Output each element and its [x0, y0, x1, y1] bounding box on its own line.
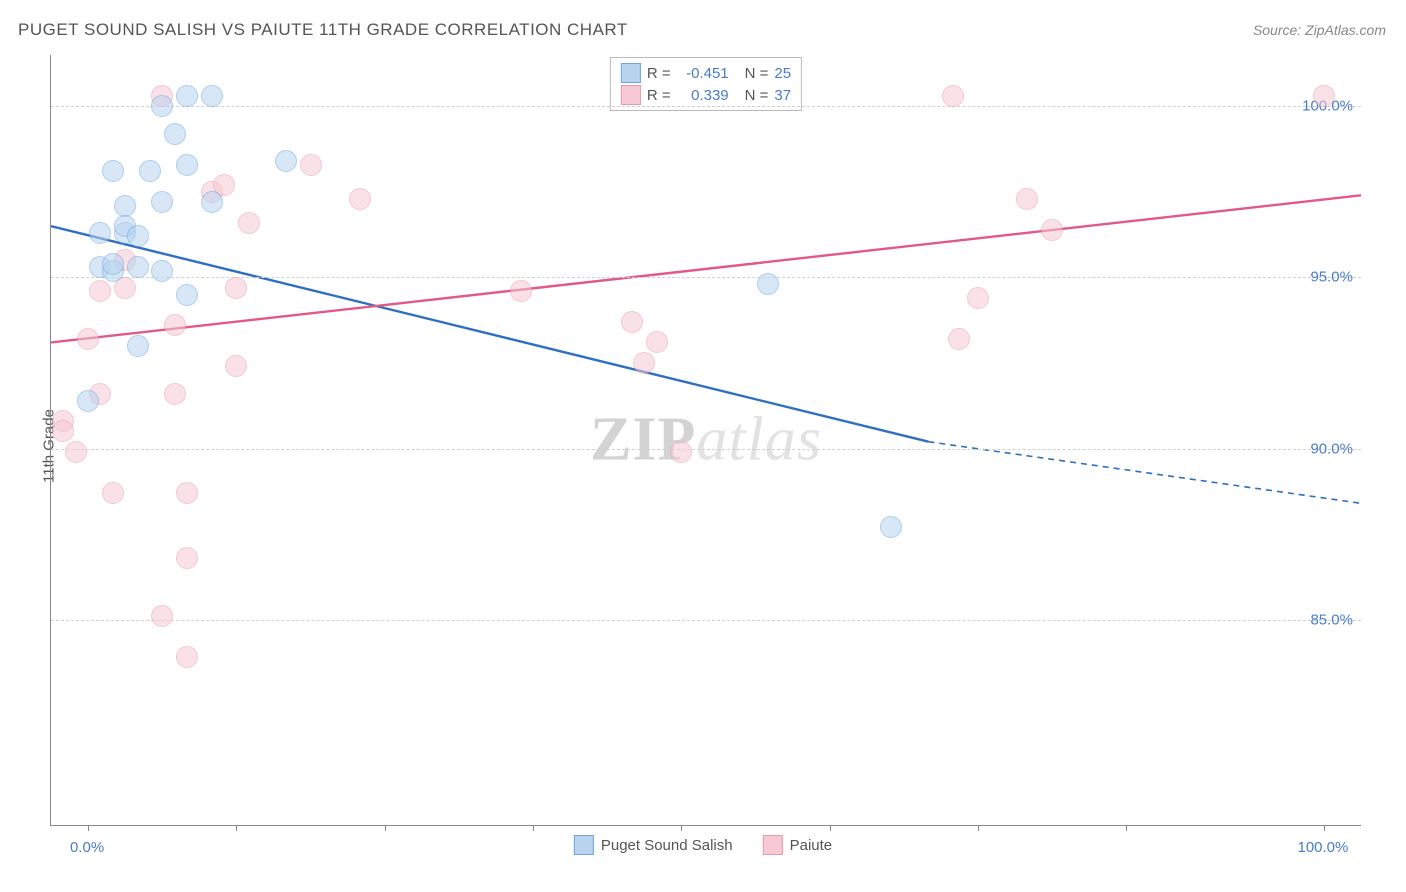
scatter-point	[164, 383, 186, 405]
scatter-point	[127, 256, 149, 278]
scatter-point	[300, 154, 322, 176]
legend-swatch	[574, 835, 594, 855]
gridline	[51, 449, 1361, 450]
legend-swatch	[621, 85, 641, 105]
scatter-point	[77, 328, 99, 350]
gridline	[51, 106, 1361, 107]
x-tick	[385, 825, 386, 831]
x-tick	[236, 825, 237, 831]
scatter-point	[164, 314, 186, 336]
scatter-point	[225, 277, 247, 299]
legend-label: Paiute	[790, 837, 833, 854]
scatter-point	[164, 123, 186, 145]
scatter-point	[176, 547, 198, 569]
watermark-zip: ZIP	[590, 406, 696, 474]
legend-row: R = -0.451 N = 25	[621, 62, 791, 84]
y-tick-label: 90.0%	[1310, 440, 1353, 457]
legend-item: Puget Sound Salish	[574, 835, 733, 855]
scatter-point	[151, 191, 173, 213]
scatter-point	[510, 280, 532, 302]
x-tick	[1324, 825, 1325, 831]
scatter-point	[176, 284, 198, 306]
scatter-point	[633, 352, 655, 374]
x-tick-label: 100.0%	[1297, 839, 1348, 856]
legend-label: Puget Sound Salish	[601, 837, 733, 854]
x-tick	[88, 825, 89, 831]
source-label: Source: ZipAtlas.com	[1253, 22, 1386, 38]
y-tick-label: 85.0%	[1310, 611, 1353, 628]
n-label: N =	[745, 87, 769, 104]
n-label: N =	[745, 65, 769, 82]
scatter-point	[176, 154, 198, 176]
n-value: 37	[774, 87, 791, 104]
scatter-point	[52, 420, 74, 442]
scatter-point	[646, 331, 668, 353]
r-label: R =	[647, 87, 671, 104]
scatter-point	[89, 280, 111, 302]
r-label: R =	[647, 65, 671, 82]
scatter-point	[621, 311, 643, 333]
scatter-point	[127, 335, 149, 357]
scatter-point	[1041, 219, 1063, 241]
scatter-point	[102, 253, 124, 275]
scatter-point	[942, 85, 964, 107]
legend-row: R = 0.339 N = 37	[621, 84, 791, 106]
scatter-point	[77, 390, 99, 412]
chart-title: PUGET SOUND SALISH VS PAIUTE 11TH GRADE …	[18, 20, 628, 40]
scatter-point	[176, 85, 198, 107]
n-value: 25	[774, 65, 791, 82]
scatter-point	[102, 482, 124, 504]
scatter-point	[967, 287, 989, 309]
scatter-point	[139, 160, 161, 182]
scatter-point	[349, 188, 371, 210]
scatter-point	[757, 273, 779, 295]
gridline	[51, 620, 1361, 621]
x-tick	[533, 825, 534, 831]
x-tick	[1126, 825, 1127, 831]
trend-lines	[51, 55, 1361, 825]
scatter-point	[176, 482, 198, 504]
scatter-point	[948, 328, 970, 350]
scatter-point	[225, 355, 247, 377]
scatter-point	[201, 191, 223, 213]
scatter-point	[275, 150, 297, 172]
y-tick-label: 95.0%	[1310, 269, 1353, 286]
legend-correlation: R = -0.451 N = 25 R = 0.339 N = 37	[610, 57, 802, 111]
scatter-point	[89, 222, 111, 244]
x-tick	[978, 825, 979, 831]
plot-area: ZIPatlas R = -0.451 N = 25 R = 0.339 N = 37 85…	[50, 55, 1361, 826]
r-value: 0.339	[677, 87, 729, 104]
scatter-point	[102, 160, 124, 182]
x-tick-label: 0.0%	[70, 839, 104, 856]
legend-swatch	[621, 63, 641, 83]
gridline	[51, 277, 1361, 278]
scatter-point	[1016, 188, 1038, 210]
legend-series: Puget Sound Salish Paiute	[574, 835, 832, 855]
x-tick	[681, 825, 682, 831]
legend-item: Paiute	[763, 835, 833, 855]
scatter-point	[176, 646, 198, 668]
scatter-point	[65, 441, 87, 463]
scatter-point	[201, 85, 223, 107]
scatter-point	[127, 225, 149, 247]
scatter-point	[151, 605, 173, 627]
scatter-point	[1313, 85, 1335, 107]
watermark: ZIPatlas	[590, 405, 822, 476]
x-tick	[830, 825, 831, 831]
scatter-point	[114, 195, 136, 217]
scatter-point	[151, 260, 173, 282]
legend-swatch	[763, 835, 783, 855]
scatter-point	[880, 516, 902, 538]
r-value: -0.451	[677, 65, 729, 82]
scatter-point	[151, 95, 173, 117]
scatter-point	[238, 212, 260, 234]
watermark-atlas: atlas	[696, 406, 822, 474]
scatter-point	[670, 441, 692, 463]
